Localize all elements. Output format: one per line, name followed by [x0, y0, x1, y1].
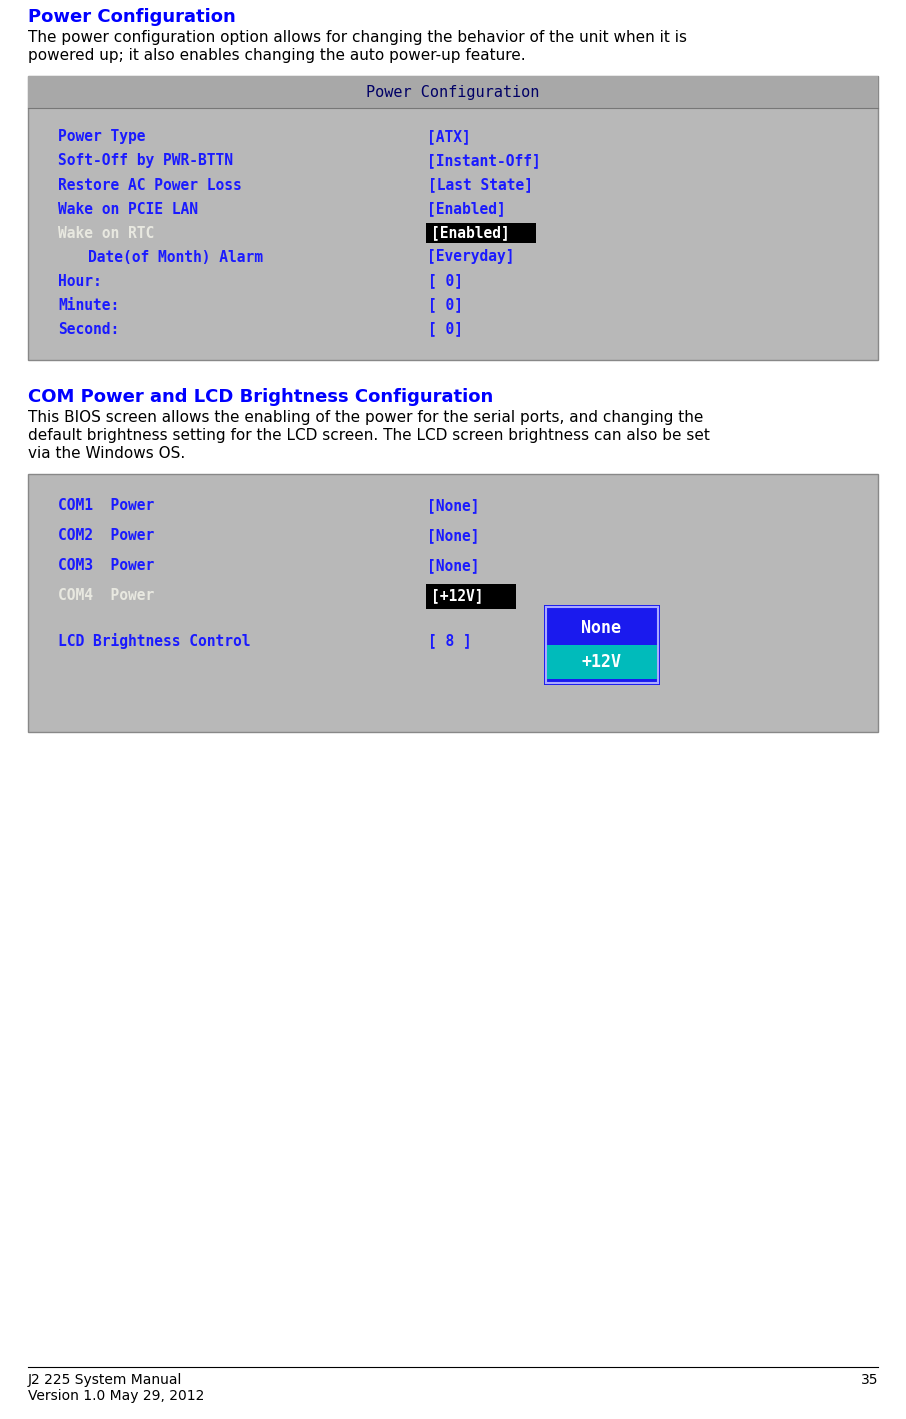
Text: [Everyday]: [Everyday]: [428, 250, 515, 264]
Text: COM Power and LCD Brightness Configuration: COM Power and LCD Brightness Configurati…: [28, 387, 493, 406]
Text: [Enabled]: [Enabled]: [428, 201, 506, 217]
Text: [+12V]: [+12V]: [431, 589, 484, 603]
Text: [Last State]: [Last State]: [428, 177, 533, 193]
Text: J2 225 System Manual: J2 225 System Manual: [28, 1374, 182, 1386]
Text: [None]: [None]: [428, 559, 480, 573]
Text: The power configuration option allows for changing the behavior of the unit when: The power configuration option allows fo…: [28, 30, 687, 45]
Text: Restore AC Power Loss: Restore AC Power Loss: [58, 177, 242, 193]
Text: Power Configuration: Power Configuration: [366, 85, 540, 99]
Text: Soft-Off by PWR-BTTN: Soft-Off by PWR-BTTN: [58, 153, 233, 169]
Text: powered up; it also enables changing the auto power-up feature.: powered up; it also enables changing the…: [28, 48, 525, 62]
Text: 35: 35: [861, 1374, 878, 1386]
Text: [ 0]: [ 0]: [428, 298, 462, 312]
Text: Date(of Month) Alarm: Date(of Month) Alarm: [88, 250, 263, 264]
Bar: [544, 604, 660, 685]
Text: [None]: [None]: [428, 498, 480, 514]
Text: Hour:: Hour:: [58, 274, 101, 288]
Text: [Instant-Off]: [Instant-Off]: [428, 153, 541, 169]
Text: [Enabled]: [Enabled]: [431, 226, 510, 240]
Text: COM2  Power: COM2 Power: [58, 528, 154, 543]
Text: [ 8 ]: [ 8 ]: [428, 633, 471, 648]
Text: Minute:: Minute:: [58, 298, 120, 312]
Text: [ 0]: [ 0]: [428, 322, 462, 336]
Text: Wake on PCIE LAN: Wake on PCIE LAN: [58, 201, 198, 217]
Text: via the Windows OS.: via the Windows OS.: [28, 446, 185, 461]
Bar: [545, 607, 658, 683]
Text: default brightness setting for the LCD screen. The LCD screen brightness can als: default brightness setting for the LCD s…: [28, 429, 710, 443]
Bar: [426, 223, 535, 243]
Text: LCD Brightness Control: LCD Brightness Control: [58, 633, 250, 648]
Text: [None]: [None]: [428, 528, 480, 543]
Bar: [28, 77, 878, 360]
Bar: [426, 585, 516, 609]
Text: COM4  Power: COM4 Power: [58, 589, 154, 603]
Text: [ 0]: [ 0]: [428, 274, 462, 288]
Text: Second:: Second:: [58, 322, 120, 336]
Text: Power Configuration: Power Configuration: [28, 9, 236, 26]
Text: COM3  Power: COM3 Power: [58, 559, 154, 573]
Text: None: None: [582, 619, 622, 637]
Text: +12V: +12V: [582, 653, 622, 671]
Text: Wake on RTC: Wake on RTC: [58, 226, 154, 240]
Text: This BIOS screen allows the enabling of the power for the serial ports, and chan: This BIOS screen allows the enabling of …: [28, 410, 703, 426]
Bar: [28, 77, 878, 108]
Text: Power Type: Power Type: [58, 129, 146, 145]
Text: [ATX]: [ATX]: [428, 129, 471, 145]
Text: Version 1.0 May 29, 2012: Version 1.0 May 29, 2012: [28, 1389, 205, 1403]
Bar: [546, 646, 657, 680]
Bar: [28, 474, 878, 732]
Text: COM1  Power: COM1 Power: [58, 498, 154, 514]
